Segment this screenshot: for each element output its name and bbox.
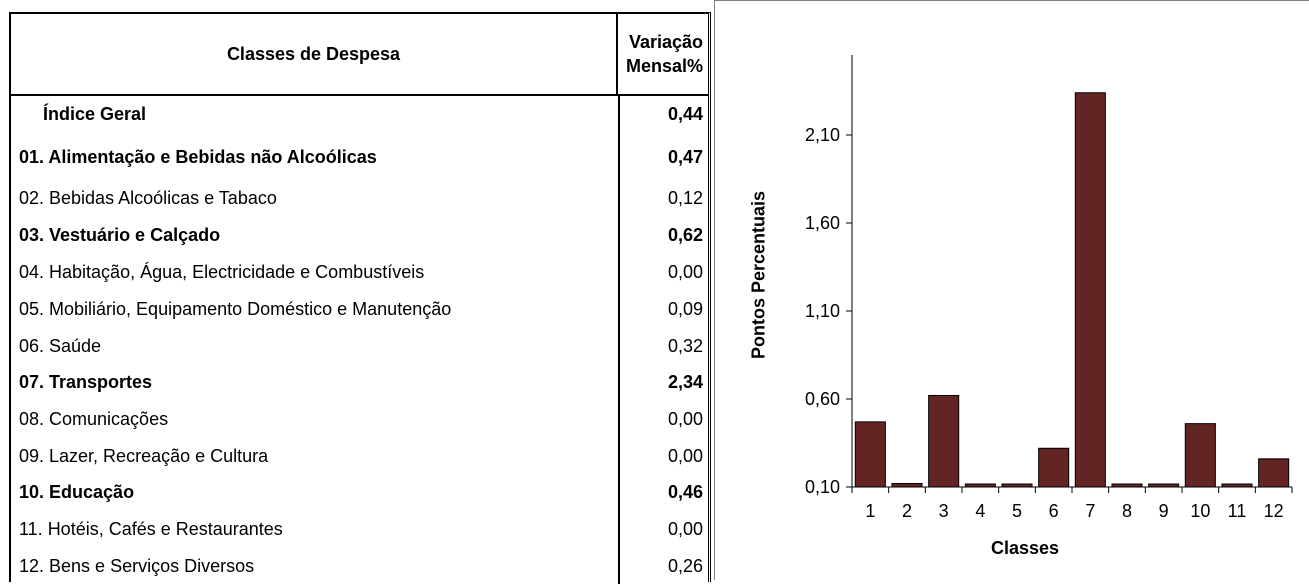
row-name: 01. Alimentação e Bebidas não Alcoólicas xyxy=(19,147,377,167)
bar xyxy=(1258,458,1290,488)
chart-frame xyxy=(714,0,1309,580)
row-value: 0,26 xyxy=(667,556,703,576)
table-row: 03. Vestuário e Calçado 0,62 xyxy=(11,219,708,255)
x-tick-label: 10 xyxy=(1190,501,1210,521)
table-row: 01. Alimentação e Bebidas não Alcoólicas… xyxy=(11,141,708,177)
row-name: Índice Geral xyxy=(43,104,147,124)
header-variation-line2: Mensal% xyxy=(625,56,703,76)
row-name: 10. Educação xyxy=(19,482,135,502)
row-name: 12. Bens e Serviços Diversos xyxy=(19,556,255,576)
column-divider xyxy=(618,94,620,584)
x-tick-label: 7 xyxy=(1085,501,1095,521)
x-tick-label: 6 xyxy=(1049,501,1059,521)
bar xyxy=(1148,483,1180,488)
row-value: 0,46 xyxy=(667,482,703,502)
table-row: 12. Bens e Serviços Diversos 0,26 xyxy=(11,550,708,586)
row-value: 0,00 xyxy=(667,409,703,429)
y-tick-label: 0,10 xyxy=(805,477,840,497)
row-value: 0,00 xyxy=(667,446,703,466)
header-variation-line1: Variação xyxy=(628,32,703,52)
row-value: 0,47 xyxy=(667,147,703,167)
y-tick-label: 0,60 xyxy=(805,389,840,409)
x-tick-label: 4 xyxy=(975,501,985,521)
row-value: 0,00 xyxy=(667,519,703,539)
row-name: 06. Saúde xyxy=(19,336,102,356)
table-row: 09. Lazer, Recreação e Cultura 0,00 xyxy=(11,440,708,476)
row-name: 09. Lazer, Recreação e Cultura xyxy=(19,446,269,466)
table-row: 04. Habitação, Água, Electricidade e Com… xyxy=(11,256,708,292)
row-value: 0,09 xyxy=(667,299,703,319)
bar xyxy=(1184,423,1216,488)
row-value: 0,00 xyxy=(667,262,703,282)
y-tick-label: 1,10 xyxy=(805,301,840,321)
table-row: 02. Bebidas Alcoólicas e Tabaco 0,12 xyxy=(11,182,708,218)
header-classes: Classes de Despesa xyxy=(11,14,618,94)
x-tick-label: 12 xyxy=(1264,501,1284,521)
bar xyxy=(1074,92,1106,488)
bar xyxy=(1001,483,1033,488)
row-name: 03. Vestuário e Calçado xyxy=(19,225,221,245)
x-tick-label: 11 xyxy=(1228,501,1247,521)
x-tick-label: 8 xyxy=(1122,501,1132,521)
bar xyxy=(854,421,886,488)
bar xyxy=(1111,483,1143,488)
table-row: 07. Transportes 2,34 xyxy=(11,366,708,402)
row-name: 08. Comunicações xyxy=(19,409,169,429)
table-row: 10. Educação 0,46 xyxy=(11,476,708,512)
y-axis-label: Pontos Percentuais xyxy=(748,190,769,360)
x-tick-label: 3 xyxy=(939,501,949,521)
x-axis-label: Classes xyxy=(990,538,1060,558)
bar xyxy=(928,394,960,488)
row-value: 2,34 xyxy=(667,372,703,392)
table-header: Classes de Despesa Variação Mensal% xyxy=(11,14,708,96)
row-name: 11. Hotéis, Cafés e Restaurantes xyxy=(19,519,283,539)
row-name: 07. Transportes xyxy=(19,372,153,392)
bar xyxy=(891,482,923,488)
table-row: 05. Mobiliário, Equipamento Doméstico e … xyxy=(11,293,708,329)
table-row: 11. Hotéis, Cafés e Restaurantes 0,00 xyxy=(11,513,708,549)
table-row: 08. Comunicações 0,00 xyxy=(11,403,708,439)
table-row: 06. Saúde 0,32 xyxy=(11,330,708,366)
x-tick-label: 9 xyxy=(1159,501,1169,521)
row-name: 05. Mobiliário, Equipamento Doméstico e … xyxy=(19,299,452,319)
header-variation: Variação Mensal% xyxy=(618,14,708,94)
x-tick-label: 2 xyxy=(902,501,912,521)
expense-table: Classes de Despesa Variação Mensal% Índi… xyxy=(9,12,711,584)
y-tick-label: 2,10 xyxy=(805,125,840,145)
bar xyxy=(1221,483,1253,488)
bar xyxy=(1038,447,1070,488)
row-value: 0,44 xyxy=(667,104,703,124)
x-tick-label: 1 xyxy=(865,501,875,521)
row-value: 0,12 xyxy=(667,188,703,208)
bar xyxy=(964,483,996,488)
x-tick-label: 5 xyxy=(1012,501,1022,521)
table-row: Índice Geral 0,44 xyxy=(11,98,708,134)
row-name: 02. Bebidas Alcoólicas e Tabaco xyxy=(19,188,277,208)
y-tick-label: 1,60 xyxy=(805,213,840,233)
row-value: 0,32 xyxy=(667,336,703,356)
row-name: 04. Habitação, Água, Electricidade e Com… xyxy=(19,262,425,282)
row-value: 0,62 xyxy=(667,225,703,245)
